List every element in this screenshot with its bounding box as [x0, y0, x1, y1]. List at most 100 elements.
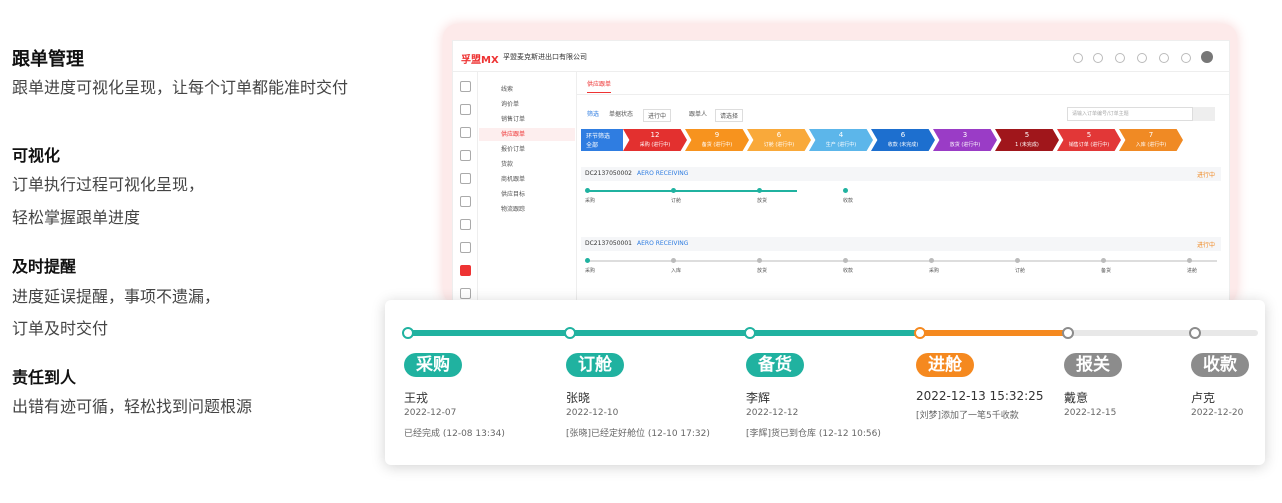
app-window: 孚盟MX 孚盟麦克斯进出口有限公司 线索 询价单 销售订单 供应跟单 报价订单 货款 商机跟单供…: [452, 40, 1230, 304]
stage-head[interactable]: 环节筛选 全部: [581, 129, 623, 151]
step-label[interactable]: 备货: [746, 353, 804, 377]
stage[interactable]: 5 1 (未完成): [995, 129, 1059, 151]
step-label[interactable]: 报关: [1064, 353, 1122, 377]
feature-line: 订单及时交付: [12, 319, 109, 338]
step-label[interactable]: 订舱: [566, 353, 624, 377]
header-icon[interactable]: [1073, 53, 1083, 63]
avatar[interactable]: [1201, 51, 1213, 63]
step-date: 2022-12-10: [566, 408, 619, 418]
stage[interactable]: 6 收款 (未完成): [871, 129, 935, 151]
tab[interactable]: 供应跟单: [587, 79, 612, 93]
stage[interactable]: 9 备货 (进行中): [685, 129, 749, 151]
order-step: 进舱: [1187, 268, 1198, 274]
stage-head-text: 全部: [586, 142, 599, 149]
filter[interactable]: 进行中: [643, 109, 672, 122]
step-person: 王戎: [404, 391, 429, 405]
stage[interactable]: 12 采购 (进行中): [623, 129, 687, 151]
menu-item[interactable]: 货款: [501, 161, 514, 168]
step-person: 戴意: [1064, 391, 1089, 405]
stage-count: 7: [1148, 131, 1154, 139]
icon-bar: [453, 72, 478, 303]
stage-label: 备货 (进行中): [701, 142, 733, 148]
header-icon[interactable]: [1181, 53, 1191, 63]
menu-item[interactable]: 供应目标: [501, 191, 526, 198]
step-label[interactable]: 进舱: [916, 353, 974, 377]
side-icon[interactable]: [460, 242, 471, 253]
stage-label: 订舱 (进行中): [763, 142, 795, 148]
order-step: 备货: [1101, 268, 1112, 274]
order-dot: [671, 188, 676, 193]
stage[interactable]: 4 生产 (进行中): [809, 129, 873, 151]
menu-item[interactable]: 物流跟踪: [501, 206, 526, 213]
menu-item[interactable]: 供应跟单: [479, 128, 575, 141]
stage-head-text: 环节筛选: [586, 133, 611, 140]
stage-count: 5: [1086, 131, 1092, 139]
order-customer: AERO RECEIVING: [637, 170, 689, 177]
stage-count: 9: [714, 131, 720, 139]
order-step: 收款: [843, 268, 854, 274]
menu-item[interactable]: 报价订单: [501, 146, 526, 153]
side-icon[interactable]: [460, 173, 471, 184]
step-person: 李辉: [746, 391, 771, 405]
order-dot: [1101, 258, 1106, 263]
filter[interactable]: 单据状态: [609, 111, 634, 118]
menu-item[interactable]: 商机跟单: [501, 176, 526, 183]
filter[interactable]: 请选择: [715, 109, 744, 122]
side-icon[interactable]: [460, 288, 471, 299]
filter[interactable]: 跟单人: [689, 111, 708, 118]
order-status: 进行中: [1197, 242, 1216, 249]
filter[interactable]: 筛选: [587, 111, 600, 118]
side-icon[interactable]: [460, 150, 471, 161]
track-dot: [1189, 327, 1201, 339]
stage-count: 6: [776, 131, 782, 139]
order-step: 订舱: [671, 198, 682, 204]
step-label[interactable]: 收款: [1191, 353, 1249, 377]
menu-item[interactable]: 线索: [501, 86, 514, 93]
order-dot: [843, 188, 848, 193]
side-icon[interactable]: [460, 81, 471, 92]
order-dot: [843, 258, 848, 263]
feature-line: 进度延误提醒，事项不遗漏，: [12, 287, 221, 306]
search[interactable]: 请输入订单编号/订单主题: [1067, 107, 1193, 121]
feature-title: 及时提醒: [12, 257, 77, 276]
step-note: 已经完成 (12-08 13:34): [404, 429, 505, 439]
order-step: 收款: [843, 198, 854, 204]
step-date: 2022-12-20: [1191, 408, 1244, 418]
track-segment: [920, 330, 1068, 336]
order-track: [587, 190, 797, 192]
order-step: 采购: [929, 268, 940, 274]
track-segment: [750, 330, 920, 336]
menu-item[interactable]: 询价单: [501, 101, 520, 108]
side-icon[interactable]: [460, 127, 471, 138]
order-step: 订舱: [1015, 268, 1026, 274]
side-icon[interactable]: [460, 196, 471, 207]
header-icon[interactable]: [1159, 53, 1169, 63]
feature-line: 出错有迹可循，轻松找到问题根源: [12, 397, 253, 416]
order-id[interactable]: DC2137050002: [585, 170, 632, 177]
search-btn[interactable]: [1193, 107, 1215, 121]
step-label[interactable]: 采购: [404, 353, 462, 377]
timeline-card: 采购 王戎 2022-12-07 已经完成 (12-08 13:34) 订舱 张晓 2022…: [385, 300, 1265, 465]
order-step: 放货: [757, 198, 768, 204]
stage[interactable]: 6 订舱 (进行中): [747, 129, 811, 151]
header-icon[interactable]: [1093, 53, 1103, 63]
stage[interactable]: 7 入库 (进行中): [1119, 129, 1183, 151]
stage-label: 生产 (进行中): [825, 142, 857, 148]
stage[interactable]: 5 销售订单 (进行中): [1057, 129, 1121, 151]
menu-item[interactable]: 销售订单: [501, 116, 526, 123]
side-icon[interactable]: [460, 265, 471, 276]
step-person: 卢克: [1191, 391, 1216, 405]
stage-count: 3: [962, 131, 968, 139]
order-dot: [671, 258, 676, 263]
side-icon[interactable]: [460, 104, 471, 115]
header-icon[interactable]: [1137, 53, 1147, 63]
side-icon[interactable]: [460, 219, 471, 230]
header-icon[interactable]: [1115, 53, 1125, 63]
step-person: 2022-12-13 15:32:25: [916, 389, 1044, 403]
stage[interactable]: 3 放货 (进行中): [933, 129, 997, 151]
step-date: 2022-12-12: [746, 408, 799, 418]
feature-title: 可视化: [12, 146, 61, 165]
feature-title: 责任到人: [12, 368, 77, 387]
order-id[interactable]: DC2137050001: [585, 240, 632, 247]
